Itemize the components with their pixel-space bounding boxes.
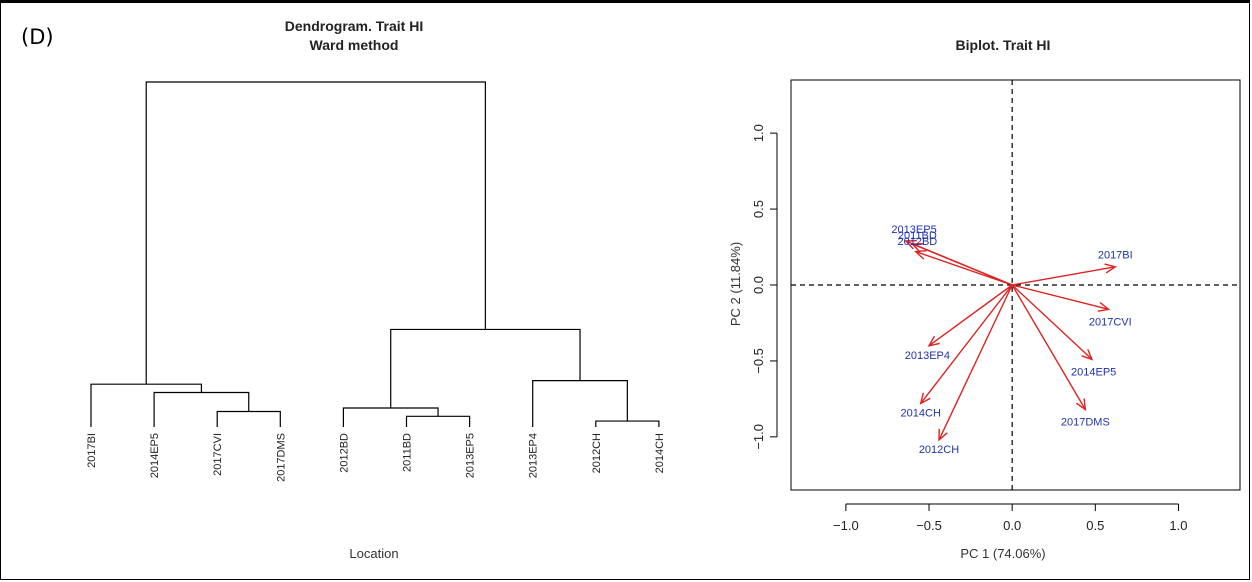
biplot-vector-label: 2014CH [901, 408, 941, 420]
dendrogram-leaf-label: 2013EP4 [528, 433, 540, 478]
biplot-vector-arrow [920, 284, 1013, 404]
biplot-vector-arrow [1011, 284, 1086, 410]
dendrogram-xlabel: Location [349, 546, 398, 561]
biplot-vector-label: 2017CVI [1089, 316, 1132, 328]
biplot-vector-arrowhead [1097, 301, 1111, 312]
biplot-vector-arrowhead [910, 242, 924, 253]
dendrogram-leaf-label: 2014EP5 [149, 433, 161, 478]
biplot-y-tick-label: 0.5 [751, 200, 766, 218]
biplot-x-tick-label: 0.5 [1086, 518, 1104, 533]
dendrogram-link [153, 391, 250, 427]
biplot-x-tick-label: −1.0 [833, 518, 859, 533]
dendrogram-leaf-label: 2014CH [654, 433, 666, 473]
biplot-vector-arrowhead [1081, 349, 1094, 361]
biplot-vector-arrow [915, 250, 1013, 286]
dendrogram-link [595, 420, 660, 427]
biplot-ylabel: PC 2 (11.84%) [728, 242, 743, 326]
dendrogram-leaf-label: 2011BD [402, 433, 414, 472]
biplot-xlabel: PC 1 (74.06%) [960, 546, 1045, 561]
dendrogram-link [405, 415, 471, 427]
biplot-y-tick-label: −1.0 [751, 424, 766, 450]
dendrogram-leaf-label: 2013EP5 [465, 433, 477, 478]
biplot-vector-arrow [912, 243, 1013, 286]
biplot-x-tick-label: −0.5 [916, 518, 942, 533]
biplot-x-tick-label: 0.0 [1003, 518, 1021, 533]
biplot-vector-label: 2017DMS [1061, 417, 1110, 429]
dendrogram-subtitle: Ward method [310, 37, 399, 53]
biplot-vector-arrowhead [904, 239, 917, 250]
biplot-axes: −1.0 −0.5 0.0 0.5 1.0 −1.0 −0.5 0.0 0.5 1.0 [751, 124, 1188, 533]
biplot-y-tick-label: 0.0 [751, 276, 766, 294]
dendrogram-leaf-label: 2012BD [338, 433, 350, 473]
dendrogram-leaf-label: 2017BI [86, 433, 98, 468]
biplot-vector-arrowhead [1075, 398, 1087, 411]
biplot-vector-label: 2017BI [1098, 250, 1133, 262]
biplot-vector-label: 2014EP5 [1071, 367, 1116, 379]
dendrogram-leaf-label: 2017CVI [212, 433, 224, 476]
biplot-vector-label: 2012BD [898, 236, 938, 248]
dendrogram-link [342, 407, 439, 427]
biplot-title: Biplot. Trait HI [956, 37, 1051, 53]
biplot-vector-arrow [1012, 284, 1109, 310]
dendrogram-link [145, 81, 486, 385]
biplot-x-tick-label: 1.0 [1169, 518, 1187, 533]
biplot-vector-label: 2013EP5 [891, 224, 936, 236]
biplot-vector-arrow [1011, 284, 1093, 360]
biplot-vector-arrow [928, 284, 1013, 347]
dendrogram-link [216, 410, 281, 427]
biplot-vector-arrowhead [914, 249, 927, 260]
biplot-vector-label: 2013EP4 [905, 350, 950, 362]
dendrogram-leaf-labels: 2017BI 2014EP5 2017CVI 2017DMS 2012BD 2011BD 2… [86, 433, 666, 482]
biplot-vector-arrowhead [1104, 263, 1117, 274]
biplot-vector-arrowhead [927, 335, 940, 347]
biplot-vector-arrowhead [938, 428, 948, 442]
biplot-y-tick-label: −0.5 [751, 348, 766, 374]
biplot-vector-arrow [1012, 266, 1116, 286]
dendrogram-title: Dendrogram. Trait HI [285, 18, 423, 34]
biplot-panel: Biplot. Trait HI −1.0 −0.5 0.0 0.5 1.0 −1.0 −0… [728, 37, 1241, 561]
dendrogram-leaf-label: 2017DMS [275, 433, 287, 482]
biplot-vector-label: 2012CH [919, 444, 959, 456]
dendrogram-links [90, 81, 660, 427]
dendrogram-link [532, 380, 628, 427]
dendrogram-panel: Dendrogram. Trait HI Ward method 2017BI 2… [86, 18, 666, 561]
dendrogram-leaf-label: 2012CH [591, 433, 603, 473]
biplot-vector-label: 2011BD [898, 230, 937, 242]
biplot-y-tick-label: 1.0 [751, 124, 766, 142]
panel-label: (D) [21, 25, 54, 49]
dendrogram-link [390, 328, 581, 408]
biplot-reference-lines [791, 80, 1240, 490]
biplot-vector-arrow [938, 284, 1013, 441]
dendrogram-link [90, 383, 203, 427]
biplot-vector-arrowhead [919, 392, 931, 405]
